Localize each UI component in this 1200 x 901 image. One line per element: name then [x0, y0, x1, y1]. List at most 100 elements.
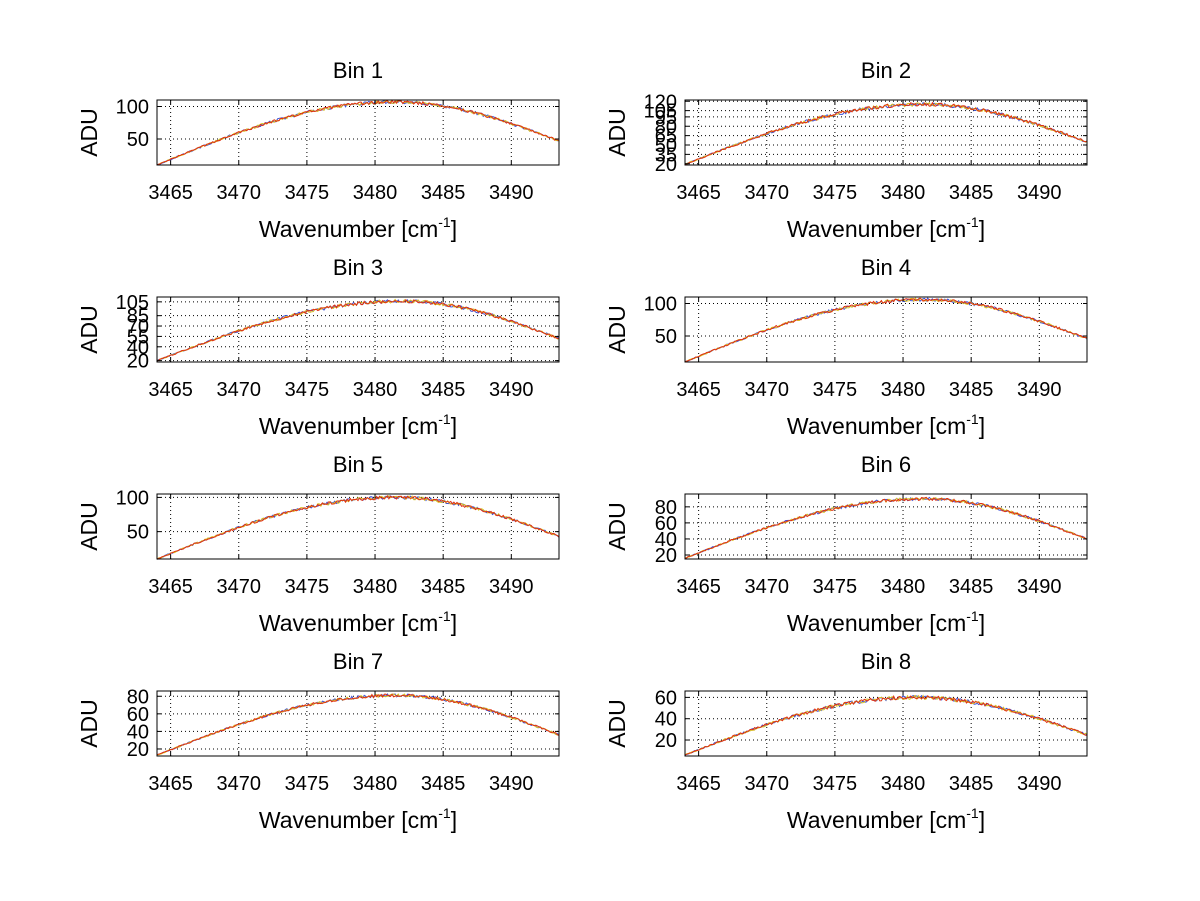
- x-tick-label: 3485: [421, 576, 466, 598]
- x-tick-label: 3485: [421, 379, 466, 401]
- series-trace-red: [684, 297, 1088, 363]
- y-tick-label: 40: [127, 721, 149, 743]
- x-tick-label: 3490: [489, 773, 534, 795]
- y-axis-label: ADU: [76, 502, 102, 551]
- x-tick-label: 3480: [881, 182, 926, 204]
- series-trace-red: [684, 694, 1088, 756]
- plot-area: [685, 691, 1087, 756]
- x-tick-label: 3485: [421, 182, 466, 204]
- x-axis-label-tail: ]: [451, 807, 457, 833]
- y-tick-label: 35: [655, 144, 677, 166]
- y-tick-label: 95: [655, 107, 677, 129]
- x-tick-label: 3465: [148, 576, 193, 598]
- x-tick-label: 3485: [949, 379, 994, 401]
- y-tick-label: 50: [655, 135, 677, 157]
- x-axis-label-main: Wavenumber [cm: [787, 807, 966, 833]
- axes-box: [156, 493, 560, 560]
- axes-box: [684, 296, 1088, 363]
- x-axis-label-superscript: -1: [438, 411, 451, 427]
- axes-box: [684, 493, 1088, 560]
- x-tick-label: 3485: [421, 773, 466, 795]
- x-tick-label: 3475: [813, 576, 858, 598]
- x-tick-label: 3465: [676, 379, 721, 401]
- x-axis-label: Wavenumber [cm-1]: [787, 214, 985, 242]
- y-tick-label: 105: [644, 101, 677, 123]
- y-axis-label: ADU: [604, 108, 630, 157]
- x-axis-label-tail: ]: [979, 807, 985, 833]
- x-tick-label: 3475: [813, 379, 858, 401]
- plot-area: [685, 100, 1087, 165]
- x-axis-label-superscript: -1: [966, 608, 979, 624]
- subplot-title: Bin 3: [333, 255, 383, 280]
- x-tick-label: 3470: [745, 379, 790, 401]
- subplot-1: 3465 3470 3475 3480 3485 3490 50 100 Bin 1 Wavenu…: [76, 58, 560, 242]
- subplot-title: Bin 7: [333, 649, 383, 674]
- x-axis-label: Wavenumber [cm-1]: [259, 214, 457, 242]
- x-tick-label: 3475: [285, 379, 330, 401]
- subplot-title: Bin 2: [861, 58, 911, 83]
- x-tick-label: 3480: [353, 379, 398, 401]
- x-axis-label: Wavenumber [cm-1]: [259, 608, 457, 636]
- x-axis-label: Wavenumber [cm-1]: [787, 805, 985, 833]
- x-tick-label: 3470: [217, 182, 262, 204]
- x-tick-label: 3480: [881, 379, 926, 401]
- y-tick-label: 20: [655, 730, 677, 752]
- x-tick-label: 3480: [881, 576, 926, 598]
- x-axis-label-main: Wavenumber [cm: [787, 413, 966, 439]
- x-axis-label: Wavenumber [cm-1]: [787, 608, 985, 636]
- y-tick-label: 20: [127, 739, 149, 761]
- y-tick-label: 85: [127, 306, 149, 328]
- x-tick-label: 3475: [813, 182, 858, 204]
- x-tick-label: 3485: [949, 576, 994, 598]
- subplot-title: Bin 1: [333, 58, 383, 83]
- x-tick-label: 3480: [881, 773, 926, 795]
- x-tick-label: 3465: [148, 379, 193, 401]
- x-axis-label-tail: ]: [451, 413, 457, 439]
- plot-area: [157, 494, 559, 559]
- y-axis-label: ADU: [604, 502, 630, 551]
- x-axis-label-superscript: -1: [438, 214, 451, 230]
- x-tick-label: 3480: [353, 576, 398, 598]
- x-axis-label-tail: ]: [979, 216, 985, 242]
- plot-area: [157, 297, 559, 362]
- x-tick-label: 3490: [489, 182, 534, 204]
- x-axis-label: Wavenumber [cm-1]: [259, 411, 457, 439]
- axes-box: [156, 99, 560, 166]
- y-tick-label: 50: [127, 522, 149, 544]
- y-tick-label: 60: [655, 687, 677, 709]
- subplot-title: Bin 6: [861, 452, 911, 477]
- subplot-title: Bin 4: [861, 255, 911, 280]
- x-axis-label-superscript: -1: [966, 805, 979, 821]
- x-tick-label: 3490: [1017, 576, 1062, 598]
- x-tick-label: 3465: [676, 182, 721, 204]
- x-tick-label: 3475: [285, 576, 330, 598]
- x-axis-label-main: Wavenumber [cm: [259, 610, 438, 636]
- x-axis-label-superscript: -1: [966, 214, 979, 230]
- y-tick-label: 100: [116, 97, 149, 119]
- y-tick-label: 55: [127, 326, 149, 348]
- plot-area: [157, 100, 559, 165]
- plot-area: [685, 297, 1087, 362]
- x-tick-label: 3470: [217, 576, 262, 598]
- subplot-title: Bin 8: [861, 649, 911, 674]
- subplot-title: Bin 5: [333, 452, 383, 477]
- axes-box: [684, 99, 1088, 166]
- x-tick-label: 3480: [353, 182, 398, 204]
- y-tick-label: 65: [655, 126, 677, 148]
- y-tick-label: 50: [127, 129, 149, 151]
- axes-box: [684, 690, 1088, 757]
- axes-box: [156, 296, 560, 363]
- x-tick-label: 3475: [813, 773, 858, 795]
- y-tick-label: 70: [127, 316, 149, 338]
- x-axis-label-main: Wavenumber [cm: [259, 216, 438, 242]
- y-tick-label: 60: [655, 513, 677, 535]
- y-tick-label: 40: [127, 337, 149, 359]
- series-trace-red: [684, 101, 1088, 166]
- y-tick-label: 120: [644, 91, 677, 113]
- y-tick-label: 80: [655, 116, 677, 138]
- y-tick-label: 20: [655, 154, 677, 176]
- y-axis-label: ADU: [604, 305, 630, 354]
